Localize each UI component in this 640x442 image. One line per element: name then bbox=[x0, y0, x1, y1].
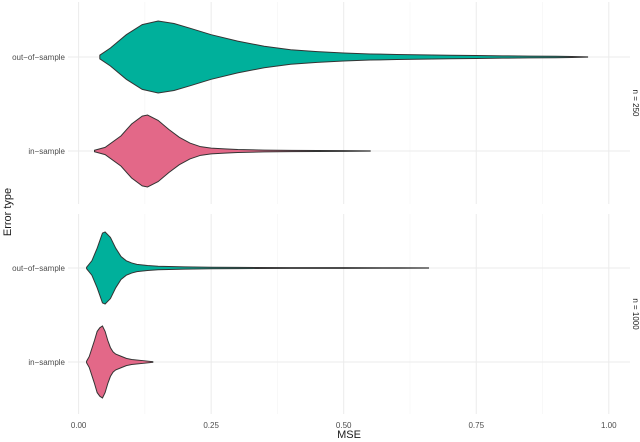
violin-out-of-sample-0 bbox=[99, 20, 589, 94]
x-tick-label: 1.00 bbox=[601, 421, 617, 430]
x-tick-label: 0.75 bbox=[468, 421, 484, 430]
violin-in-sample-0 bbox=[94, 114, 371, 188]
y-tick-label: out−of−sample bbox=[12, 53, 65, 62]
y-tick-label: out−of−sample bbox=[12, 264, 65, 273]
violin-layer bbox=[86, 20, 589, 399]
y-tick-label: in−sample bbox=[28, 358, 65, 367]
violin-in-sample-1 bbox=[86, 325, 154, 399]
facet-strip-label: n = 250 bbox=[631, 90, 640, 117]
x-tick-label: 0.50 bbox=[336, 421, 352, 430]
x-axis-title: MSE bbox=[337, 429, 361, 441]
label-layer: out−of−sample in−sample n = 250 out−of−samp… bbox=[12, 53, 640, 430]
x-tick-label: 0.25 bbox=[203, 421, 219, 430]
x-tick-label: 0.00 bbox=[71, 421, 87, 430]
violin-out-of-sample-1 bbox=[86, 231, 430, 305]
y-tick-label: in−sample bbox=[28, 147, 65, 156]
facet-strip-label: n = 1000 bbox=[631, 298, 640, 330]
y-axis-title: Error type bbox=[2, 188, 14, 236]
